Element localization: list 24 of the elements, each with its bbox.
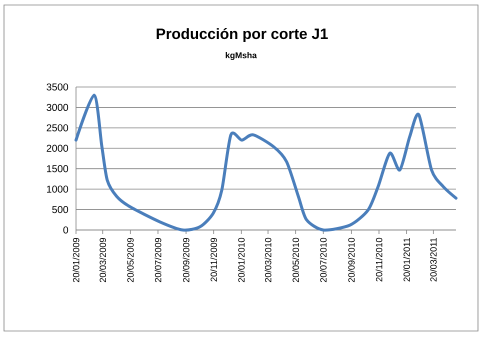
- x-tick-label: 20/01/2011: [403, 238, 410, 282]
- chart-title: Producción por corte J1: [156, 28, 328, 42]
- x-tick-label: 20/01/2009: [72, 238, 80, 282]
- y-tick-label: 1500: [47, 165, 68, 172]
- y-tick-label: 2000: [46, 144, 68, 152]
- y-tick-label: 0: [63, 226, 68, 234]
- y-tick-label: 2500: [46, 124, 68, 132]
- x-tick-label: 20/11/2009: [210, 238, 217, 282]
- chart-subtitle: kgMsha: [226, 52, 257, 60]
- y-tick-label: 3500: [46, 83, 68, 91]
- x-tick-label: 20/05/2009: [127, 238, 134, 282]
- x-tick-label: 20/01/2010: [238, 238, 245, 282]
- x-tick-label: 20/07/2010: [320, 238, 327, 282]
- x-tick-label: 20/11/2010: [376, 238, 382, 282]
- x-tick-label: 20/07/2009: [154, 238, 162, 282]
- x-tick-label: 20/09/2010: [348, 238, 355, 282]
- y-tick-label: 500: [52, 206, 68, 214]
- x-tick-label: 20/09/2009: [182, 238, 190, 282]
- y-tick-label: 3000: [46, 104, 68, 111]
- x-tick-label: 20/03/2009: [99, 238, 106, 282]
- y-tick-label: 1000: [47, 186, 68, 193]
- x-tick-label: 20/03/2010: [264, 238, 272, 282]
- x-tick-label: 20/05/2010: [292, 238, 299, 282]
- x-tick-label: 20/03/2011: [430, 238, 437, 282]
